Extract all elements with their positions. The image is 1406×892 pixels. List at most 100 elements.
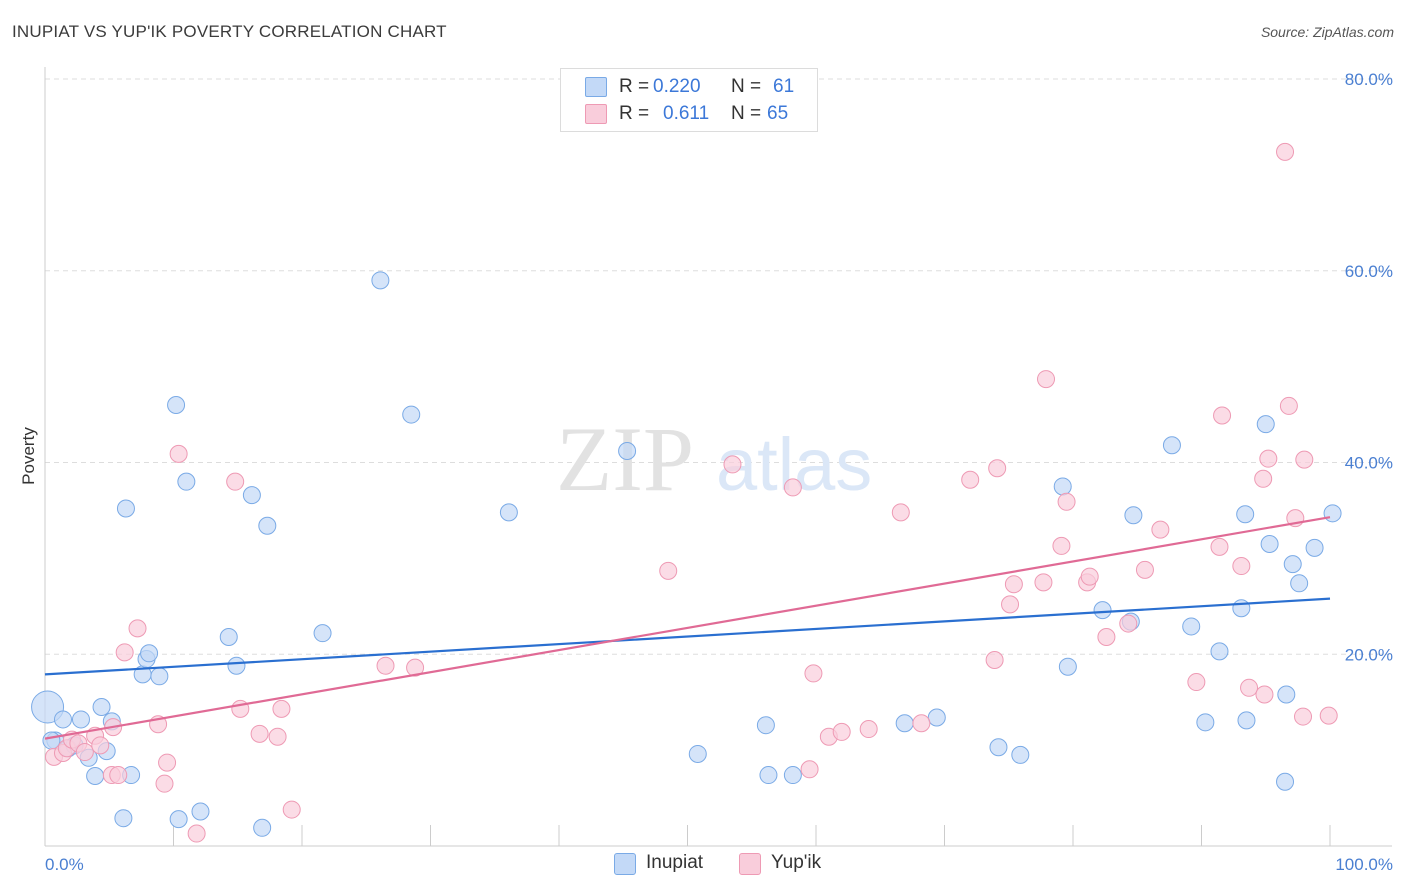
trend-line-yupik bbox=[44, 516, 1331, 740]
point-yupik bbox=[406, 658, 425, 677]
point-yupik bbox=[1254, 469, 1273, 488]
legend-n-value: 61 bbox=[773, 76, 795, 97]
x-tick-label: 0.0% bbox=[45, 855, 84, 874]
point-inupiat bbox=[167, 395, 186, 414]
legend-r-value: 0.220 bbox=[653, 76, 701, 97]
point-inupiat bbox=[759, 766, 778, 785]
point-inupiat bbox=[140, 644, 159, 663]
point-yupik bbox=[1119, 614, 1138, 633]
point-inupiat bbox=[219, 627, 238, 646]
point-yupik bbox=[1276, 142, 1295, 161]
point-inupiat bbox=[1232, 599, 1251, 618]
point-yupik bbox=[1080, 567, 1099, 586]
point-inupiat bbox=[1277, 685, 1296, 704]
point-inupiat bbox=[499, 503, 518, 522]
point-yupik bbox=[226, 472, 245, 491]
point-yupik bbox=[376, 656, 395, 675]
point-inupiat bbox=[756, 716, 775, 735]
point-yupik bbox=[1052, 536, 1071, 555]
point-inupiat bbox=[92, 697, 111, 716]
point-yupik bbox=[800, 760, 819, 779]
legend-swatch-yupik bbox=[585, 104, 607, 124]
point-inupiat bbox=[258, 516, 277, 535]
point-yupik bbox=[1057, 492, 1076, 511]
point-yupik bbox=[1319, 706, 1338, 725]
point-inupiat bbox=[253, 818, 272, 837]
chart-title: INUPIAT VS YUP'IK POVERTY CORRELATION CH… bbox=[12, 22, 447, 41]
point-inupiat bbox=[1276, 772, 1295, 791]
point-inupiat bbox=[1256, 415, 1275, 434]
tick-labels: 20.0% 40.0% 60.0% 80.0% 0.0% 100.0% bbox=[45, 70, 1393, 874]
point-inupiat bbox=[116, 499, 135, 518]
point-yupik bbox=[1034, 573, 1053, 592]
point-inupiat bbox=[313, 624, 332, 643]
point-inupiat bbox=[1237, 711, 1256, 730]
point-yupik bbox=[988, 459, 1007, 478]
y-tick-label: 60.0% bbox=[1345, 262, 1393, 281]
point-yupik bbox=[723, 455, 742, 474]
point-yupik bbox=[1151, 520, 1170, 539]
point-yupik bbox=[1232, 557, 1251, 576]
y-tick-label: 20.0% bbox=[1345, 645, 1393, 664]
point-inupiat bbox=[169, 810, 188, 829]
point-inupiat bbox=[402, 405, 421, 424]
point-yupik bbox=[115, 643, 134, 662]
point-yupik bbox=[1294, 707, 1313, 726]
bottom-legend-swatch-inupiat bbox=[614, 853, 636, 875]
point-yupik bbox=[1135, 560, 1154, 579]
point-yupik bbox=[1295, 450, 1314, 469]
point-inupiat bbox=[927, 708, 946, 727]
point-yupik bbox=[282, 800, 301, 819]
x-tick-label: 100.0% bbox=[1335, 855, 1393, 874]
point-yupik bbox=[891, 503, 910, 522]
gridlines bbox=[45, 78, 1392, 655]
y-tick-label: 80.0% bbox=[1345, 70, 1393, 89]
point-inupiat bbox=[371, 271, 390, 290]
point-inupiat bbox=[1283, 555, 1302, 574]
legend: R = 0.220 N = 61 R = 0.611 N = 65 bbox=[560, 68, 818, 132]
point-yupik bbox=[91, 736, 110, 755]
point-yupik bbox=[1037, 370, 1056, 389]
point-inupiat bbox=[1196, 713, 1215, 732]
point-inupiat bbox=[191, 802, 210, 821]
point-yupik bbox=[155, 774, 174, 793]
point-inupiat bbox=[53, 710, 72, 729]
chart-source: Source: ZipAtlas.com bbox=[1260, 24, 1394, 40]
point-yupik bbox=[1213, 406, 1232, 425]
point-yupik bbox=[158, 753, 177, 772]
point-yupik bbox=[272, 699, 291, 718]
point-inupiat bbox=[618, 441, 637, 460]
point-yupik bbox=[1001, 595, 1020, 614]
point-inupiat bbox=[71, 710, 90, 729]
y-axis-label: Poverty bbox=[19, 427, 38, 485]
point-yupik bbox=[128, 619, 147, 638]
point-inupiat bbox=[688, 744, 707, 763]
point-yupik bbox=[804, 664, 823, 683]
point-yupik bbox=[187, 824, 206, 843]
bottom-legend-label-yupik: Yup'ik bbox=[771, 852, 822, 873]
point-yupik bbox=[1004, 575, 1023, 594]
point-yupik bbox=[985, 651, 1004, 670]
point-yupik bbox=[859, 720, 878, 739]
point-inupiat bbox=[1093, 601, 1112, 620]
watermark: ZIP atlas bbox=[556, 408, 872, 510]
trend-lines bbox=[44, 516, 1331, 740]
trend-line-inupiat bbox=[44, 597, 1331, 676]
point-yupik bbox=[1279, 396, 1298, 415]
legend-n-label: N = bbox=[731, 76, 762, 97]
point-yupik bbox=[912, 714, 931, 733]
point-yupik bbox=[75, 743, 94, 762]
point-inupiat bbox=[242, 486, 261, 505]
point-inupiat bbox=[1290, 574, 1309, 593]
point-inupiat bbox=[177, 472, 196, 491]
point-inupiat bbox=[86, 767, 105, 786]
point-inupiat bbox=[1236, 505, 1255, 524]
point-inupiat bbox=[1053, 477, 1072, 496]
point-yupik bbox=[169, 444, 188, 463]
point-inupiat bbox=[1011, 745, 1030, 764]
point-inupiat bbox=[1210, 642, 1229, 661]
point-yupik bbox=[1259, 449, 1278, 468]
point-yupik bbox=[109, 766, 128, 785]
bottom-legend-label-inupiat: Inupiat bbox=[646, 852, 704, 873]
point-inupiat bbox=[150, 667, 169, 686]
